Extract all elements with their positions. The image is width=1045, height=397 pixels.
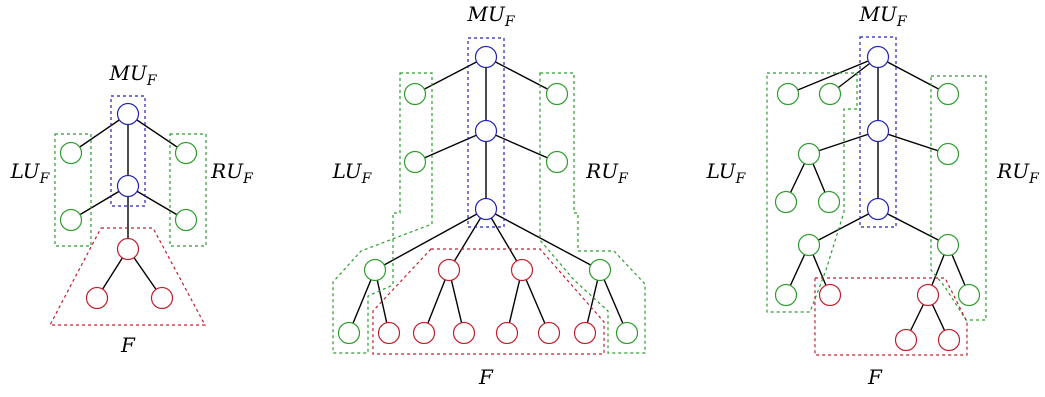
ru-label: RUF bbox=[996, 159, 1040, 187]
tree-edge bbox=[599, 269, 628, 334]
side-node bbox=[545, 82, 569, 106]
lu-region bbox=[766, 72, 858, 313]
mu-node bbox=[866, 197, 890, 221]
f-region bbox=[814, 277, 968, 356]
side-node bbox=[363, 258, 387, 282]
tree-edge bbox=[70, 113, 129, 154]
side-node bbox=[817, 190, 841, 214]
tree-edge bbox=[485, 130, 558, 163]
side-node bbox=[337, 321, 361, 345]
tree-diagram-2: MUF LUF RUF F bbox=[332, 2, 646, 389]
ru-region bbox=[169, 133, 207, 247]
lu-region bbox=[332, 72, 433, 354]
tree-diagram-3: MUF LUF RUF F bbox=[706, 2, 1040, 389]
forest-node bbox=[150, 286, 174, 310]
mu-node bbox=[474, 197, 498, 221]
mu-node bbox=[866, 119, 890, 143]
tree-edge bbox=[127, 113, 187, 154]
tree-edge bbox=[414, 130, 487, 163]
mu-region bbox=[110, 95, 146, 207]
side-node bbox=[59, 208, 83, 232]
lu-label: LUF bbox=[706, 159, 747, 187]
mu-region bbox=[467, 37, 505, 228]
ru-label: RUF bbox=[585, 159, 629, 187]
side-node bbox=[174, 208, 198, 232]
forest-node bbox=[116, 237, 140, 261]
mu-node bbox=[116, 174, 140, 198]
forest-node bbox=[495, 321, 519, 345]
ru-region bbox=[930, 75, 987, 321]
ru-region bbox=[539, 72, 646, 354]
f-region bbox=[49, 227, 207, 326]
mu-region bbox=[859, 36, 897, 228]
tree-edge bbox=[485, 208, 523, 271]
forest-node bbox=[894, 328, 918, 352]
tree-edge bbox=[877, 56, 949, 95]
forest-node bbox=[85, 286, 109, 310]
lu-region bbox=[54, 133, 92, 247]
tree-edge bbox=[877, 208, 949, 246]
forest-node bbox=[573, 321, 597, 345]
side-node bbox=[797, 142, 821, 166]
mu-label: MUF bbox=[858, 2, 907, 30]
tree-edge bbox=[787, 56, 879, 95]
tree-edge bbox=[808, 208, 879, 246]
side-node bbox=[545, 150, 569, 174]
f-region bbox=[372, 248, 605, 355]
side-node bbox=[936, 82, 960, 106]
side-node bbox=[774, 283, 798, 307]
mu-node bbox=[116, 102, 140, 126]
side-node bbox=[174, 141, 198, 165]
mu-node bbox=[866, 45, 890, 69]
tree-edge bbox=[485, 56, 558, 95]
side-node bbox=[774, 190, 798, 214]
mu-node bbox=[474, 45, 498, 69]
side-node bbox=[936, 142, 960, 166]
forest-node bbox=[537, 321, 561, 345]
tree-edge bbox=[521, 269, 550, 334]
tree-edge bbox=[877, 130, 949, 155]
f-label: F bbox=[478, 365, 494, 389]
lu-label: LUF bbox=[332, 159, 373, 187]
forest-node bbox=[937, 328, 961, 352]
mu-label: MUF bbox=[466, 2, 515, 30]
mu-node bbox=[474, 119, 498, 143]
tree-edge bbox=[127, 185, 187, 221]
side-node bbox=[818, 82, 842, 106]
tree-edge bbox=[374, 208, 487, 271]
side-node bbox=[615, 321, 639, 345]
side-node bbox=[776, 82, 800, 106]
ru-label: RUF bbox=[210, 159, 254, 187]
forest-node bbox=[510, 258, 534, 282]
tree-diagram-1: MUF LUF RUF F bbox=[10, 61, 254, 357]
forest-node bbox=[377, 321, 401, 345]
forest-node bbox=[818, 283, 842, 307]
forest-node bbox=[452, 321, 476, 345]
tree-edge bbox=[485, 208, 601, 271]
side-node bbox=[588, 258, 612, 282]
f-label: F bbox=[867, 365, 883, 389]
tree-edge bbox=[808, 130, 879, 155]
side-node bbox=[936, 233, 960, 257]
side-node bbox=[59, 141, 83, 165]
forest-node bbox=[412, 321, 436, 345]
tree-edge bbox=[448, 208, 487, 271]
tree-edge bbox=[423, 269, 450, 334]
tree-edge bbox=[414, 56, 487, 95]
lu-label: LUF bbox=[10, 159, 51, 187]
tree-edge bbox=[348, 269, 376, 334]
side-node bbox=[797, 233, 821, 257]
f-label: F bbox=[120, 333, 136, 357]
side-node bbox=[403, 150, 427, 174]
forest-node bbox=[916, 283, 940, 307]
mu-label: MUF bbox=[108, 61, 157, 89]
side-node bbox=[957, 283, 981, 307]
forest-node bbox=[437, 258, 461, 282]
side-node bbox=[403, 82, 427, 106]
